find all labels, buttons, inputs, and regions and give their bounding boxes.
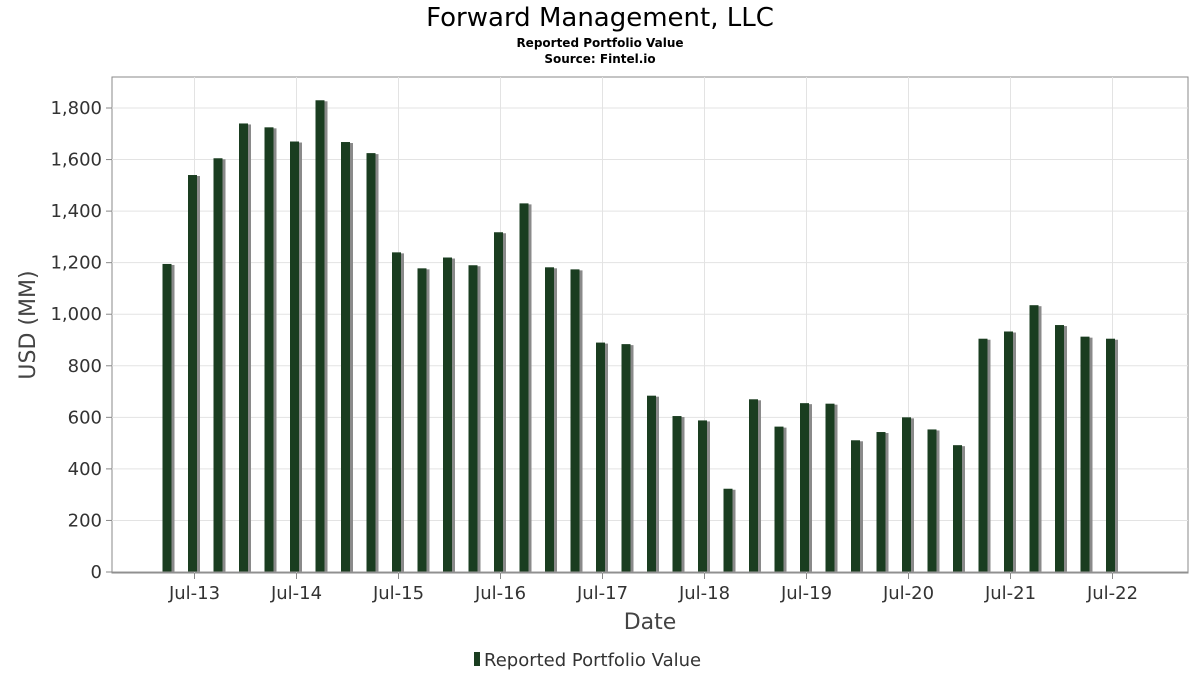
bar	[1055, 325, 1064, 572]
bar	[723, 488, 733, 572]
x-tick-label: Jul-13	[168, 583, 220, 604]
bar	[749, 399, 758, 572]
y-tick-label: 1,600	[50, 150, 102, 171]
bar	[698, 420, 707, 572]
bar	[621, 344, 631, 572]
legend: Reported Portfolio Value	[474, 650, 701, 671]
y-tick-label: 400	[68, 459, 102, 480]
bar	[876, 432, 886, 572]
bar	[239, 123, 248, 572]
bars	[162, 100, 1118, 573]
y-tick-label: 0	[91, 562, 102, 583]
bar	[366, 153, 376, 572]
x-tick-label: Jul-16	[474, 583, 526, 604]
x-tick-label: Jul-17	[576, 583, 628, 604]
bar	[290, 141, 299, 572]
bar	[672, 416, 682, 572]
y-tick-label: 200	[68, 510, 102, 531]
bar	[902, 417, 911, 572]
legend-label: Reported Portfolio Value	[484, 650, 701, 671]
bar	[417, 268, 427, 572]
y-tick-label: 1,800	[50, 98, 102, 119]
bar	[443, 257, 452, 572]
bar	[570, 269, 580, 572]
chart-subtitle: Reported Portfolio Value	[516, 36, 684, 50]
bar	[953, 445, 962, 572]
y-tick-label: 1,000	[50, 304, 102, 325]
y-tick-label: 600	[68, 407, 102, 428]
bar	[1004, 331, 1013, 572]
x-axis-title: Date	[624, 610, 677, 635]
bar	[978, 338, 988, 572]
bar	[1029, 305, 1039, 572]
bar	[927, 429, 937, 572]
bar	[341, 142, 350, 572]
x-tick-label: Jul-21	[984, 583, 1036, 604]
bar	[596, 342, 605, 572]
bar	[545, 267, 554, 572]
chart-source: Source: Fintel.io	[544, 52, 656, 66]
bar	[774, 426, 784, 572]
y-axis: 0 200 400 600 800 1,000 1,200 1,400 1,600 1,800	[50, 98, 112, 583]
bar	[647, 395, 656, 572]
bar	[213, 158, 223, 572]
bar	[162, 263, 172, 572]
y-tick-label: 1,200	[50, 253, 102, 274]
chart-header: Forward Management, LLC Reported Portfol…	[0, 0, 1200, 67]
bar	[494, 232, 503, 572]
bar	[519, 203, 529, 572]
x-tick-label: Jul-22	[1086, 583, 1138, 604]
x-tick-label: Jul-14	[270, 583, 322, 604]
bar	[392, 252, 401, 572]
x-tick-label: Jul-15	[372, 583, 424, 604]
legend-swatch	[474, 652, 480, 666]
x-tick-label: Jul-20	[882, 583, 934, 604]
y-tick-label: 800	[68, 356, 102, 377]
x-tick-label: Jul-19	[780, 583, 832, 604]
bar	[851, 440, 860, 572]
y-tick-label: 1,400	[50, 201, 102, 222]
bar	[468, 265, 478, 572]
bar	[800, 403, 809, 572]
bar	[825, 403, 835, 572]
bar	[188, 175, 197, 572]
x-tick-label: Jul-18	[678, 583, 730, 604]
chart-title: Forward Management, LLC	[426, 3, 774, 33]
bar	[1080, 336, 1090, 572]
bar	[264, 127, 274, 572]
bar	[1106, 338, 1115, 572]
x-axis: Jul-13 Jul-14 Jul-15 Jul-16 Jul-17 Jul-18 Jul-…	[112, 571, 1188, 604]
bar	[315, 100, 325, 573]
y-axis-title: USD (MM)	[16, 270, 41, 379]
